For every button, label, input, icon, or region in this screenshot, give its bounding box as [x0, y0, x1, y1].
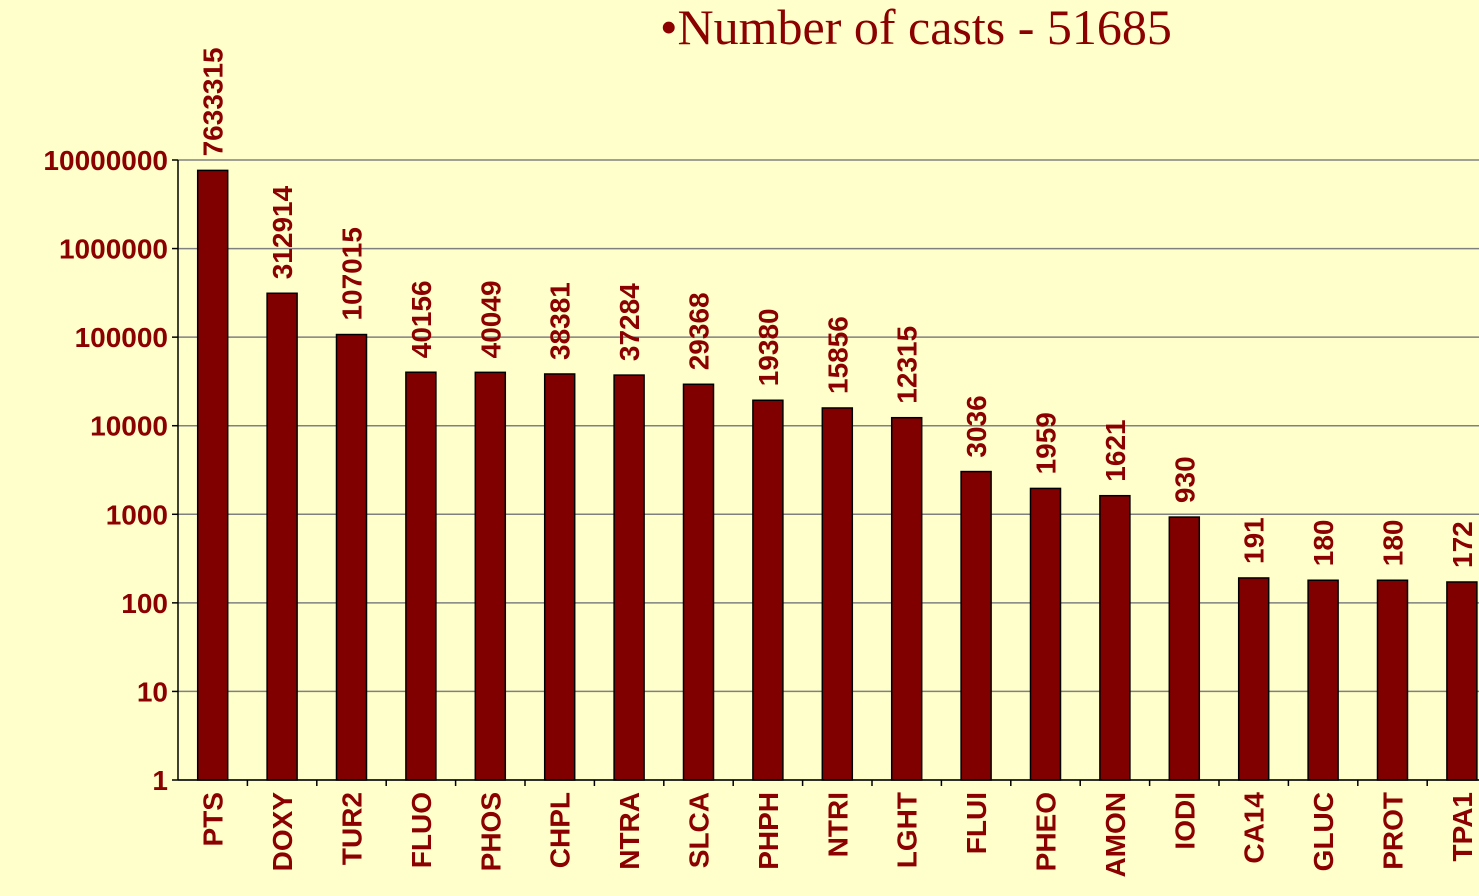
y-tick-label: 1	[152, 765, 168, 796]
bar	[821, 407, 854, 781]
x-tick-label: PROT	[1378, 792, 1409, 870]
bar	[196, 169, 229, 781]
value-label: 107015	[337, 227, 368, 320]
value-label: 191	[1239, 517, 1270, 564]
value-label: 15856	[822, 316, 853, 394]
bar	[1029, 487, 1062, 781]
y-tick-label: 10000000	[43, 145, 168, 176]
x-tick-label: PHPH	[753, 792, 784, 870]
x-tick-label: PTS	[198, 792, 229, 846]
bar	[682, 383, 715, 781]
x-tick-label: FLUI	[961, 792, 992, 854]
value-label: 1959	[1031, 412, 1062, 474]
x-tick-label: TUR2	[337, 792, 368, 865]
value-label: 930	[1169, 456, 1200, 503]
bar	[613, 374, 645, 781]
x-tick-label: FLUO	[406, 792, 437, 868]
value-label: 40156	[406, 280, 437, 358]
bar	[405, 371, 437, 781]
value-label: 38381	[545, 282, 576, 360]
value-label: 312914	[267, 185, 298, 279]
value-label: 12315	[892, 326, 923, 404]
value-label: 180	[1378, 520, 1409, 567]
bar	[1376, 579, 1409, 781]
x-tick-label: AMON	[1100, 792, 1131, 878]
value-label: 29368	[684, 292, 715, 370]
x-tick-label: CHPL	[545, 792, 576, 868]
chart-title: •Number of casts - 51685	[660, 0, 1172, 55]
value-label: 3036	[961, 395, 992, 457]
x-tick-label: TPA1	[1447, 792, 1478, 862]
value-label: 37284	[614, 283, 645, 361]
x-tick-label: PHEO	[1031, 792, 1062, 871]
bar	[1237, 577, 1270, 781]
y-tick-label: 10	[137, 676, 168, 707]
x-tick-label: IODI	[1169, 792, 1200, 850]
y-tick-label: 1000	[106, 499, 168, 530]
x-tick-label: DOXY	[267, 792, 298, 872]
bar	[543, 373, 576, 781]
value-label: 40049	[475, 280, 506, 358]
x-tick-label: SLCA	[684, 792, 715, 868]
bar	[1099, 494, 1131, 781]
value-label: 19380	[753, 308, 784, 386]
bar	[1168, 516, 1201, 781]
bar	[752, 399, 784, 781]
value-label: 7633315	[198, 47, 229, 156]
y-tick-label: 10000	[90, 411, 168, 442]
y-tick-label: 1000000	[59, 234, 168, 265]
bar	[474, 371, 507, 781]
x-tick-label: NTRA	[614, 792, 645, 870]
value-label: 1621	[1100, 419, 1131, 481]
value-label: 180	[1308, 520, 1339, 567]
bar	[890, 416, 923, 781]
x-tick-label: LGHT	[892, 792, 923, 868]
x-tick-label: NTRI	[822, 792, 853, 857]
x-tick-label: GLUC	[1308, 792, 1339, 871]
bar	[1446, 581, 1478, 781]
value-label: 172	[1447, 521, 1478, 568]
bar	[960, 470, 992, 781]
x-tick-label: PHOS	[475, 792, 506, 871]
bar	[1307, 579, 1339, 781]
x-tick-label: CA14	[1239, 792, 1270, 864]
bar	[335, 333, 368, 781]
y-tick-label: 100000	[75, 322, 168, 353]
y-tick-label: 100	[121, 588, 168, 619]
bar	[266, 292, 298, 781]
